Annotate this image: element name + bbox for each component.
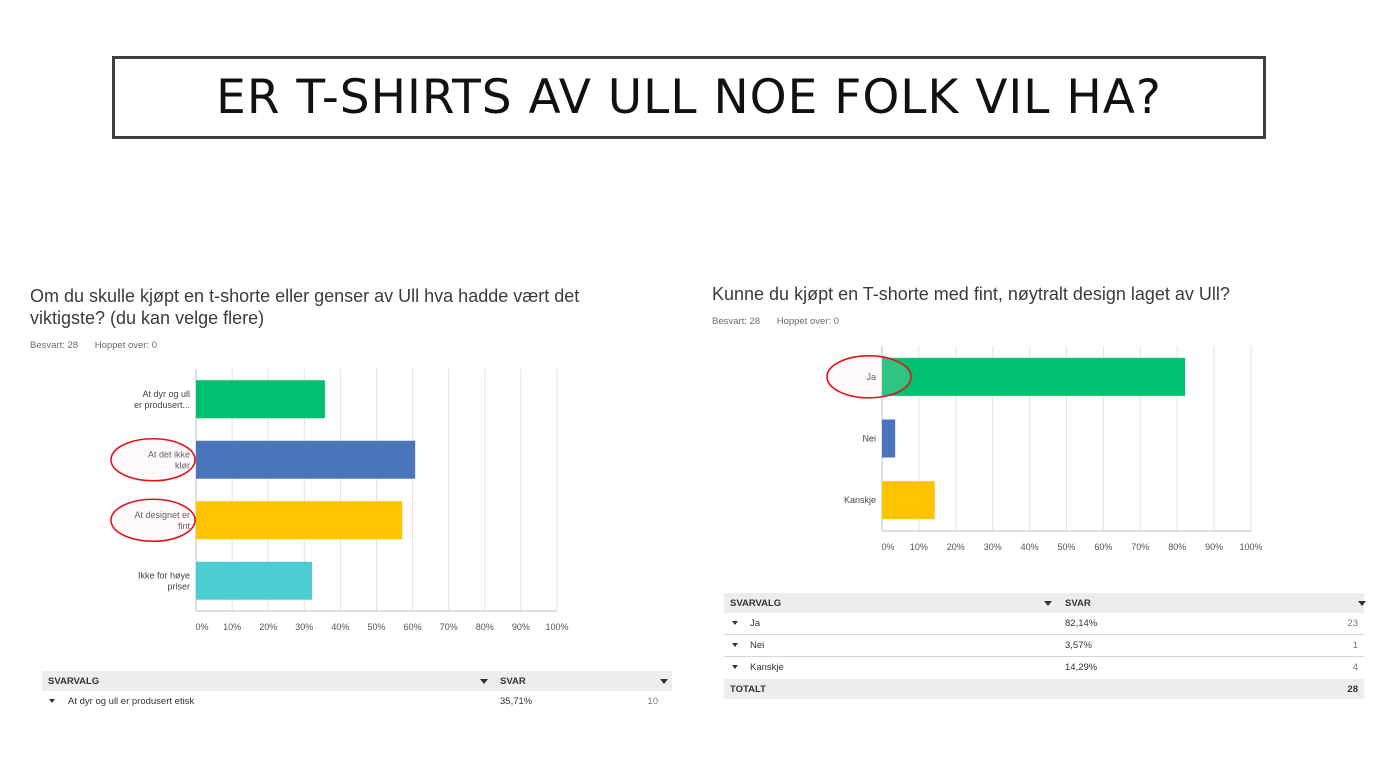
slide-title: ER T-SHIRTS AV ULL NOE FOLK VIL HA? xyxy=(216,70,1162,125)
row-count: 10 xyxy=(647,696,658,707)
right-col2-sort-icon[interactable] xyxy=(1358,601,1366,606)
table-row: Ja 82,14% 23 xyxy=(724,613,1364,635)
bar[interactable] xyxy=(196,501,403,540)
left-col2-sort-icon[interactable] xyxy=(660,679,668,684)
total-label: TOTALT xyxy=(730,684,766,695)
left-question-title: Om du skulle kjøpt en t-shorte eller gen… xyxy=(30,286,580,328)
total-value: 28 xyxy=(1347,684,1358,695)
bar[interactable] xyxy=(882,419,896,458)
row-pct: 3,57% xyxy=(1065,640,1092,651)
right-col-svarvalg[interactable]: SVARVALG xyxy=(730,598,782,609)
table-row: Kanskje 14,29% 4 xyxy=(724,657,1364,678)
highlight-ring xyxy=(110,498,196,543)
bar[interactable] xyxy=(196,380,325,419)
bar[interactable] xyxy=(882,481,935,520)
left-table-header: SVARVALG SVAR xyxy=(42,671,672,691)
row-count: 23 xyxy=(1347,618,1358,629)
table-row: At dyr og ull er produsert etisk 35,71% … xyxy=(42,691,672,712)
tick-label: 0% xyxy=(881,542,894,552)
tick-label: 70% xyxy=(440,622,458,632)
highlight-ring xyxy=(826,355,912,399)
left-col1-sort-icon[interactable] xyxy=(480,679,488,684)
right-table-header: SVARVALG SVAR xyxy=(724,593,1366,613)
left-col-svarvalg[interactable]: SVARVALG xyxy=(48,676,100,687)
tick-label: 30% xyxy=(295,622,313,632)
row-label: Nei xyxy=(750,640,765,651)
row-label: At dyr og ull er produsert etisk xyxy=(68,696,195,707)
row-pct: 35,71% xyxy=(500,696,533,707)
tick-label: 30% xyxy=(984,542,1002,552)
left-skipped: Hoppet over: 0 xyxy=(94,340,158,351)
tick-label: 100% xyxy=(1239,542,1262,552)
category-label: Kanskje xyxy=(844,495,876,505)
row-pct: 82,14% xyxy=(1065,618,1098,629)
table-total-row: TOTALT 28 xyxy=(724,679,1364,699)
tick-label: 80% xyxy=(1168,542,1186,552)
tick-label: 50% xyxy=(367,622,385,632)
tick-label: 10% xyxy=(910,542,928,552)
category-label: priser xyxy=(167,581,190,591)
tick-label: 20% xyxy=(947,542,965,552)
category-label: At det ikke xyxy=(148,449,190,459)
category-label: Ikke for høye xyxy=(138,570,190,580)
left-col-svar[interactable]: SVAR xyxy=(500,676,526,687)
tick-label: 70% xyxy=(1131,542,1149,552)
bar[interactable] xyxy=(196,561,313,600)
row-label: Ja xyxy=(750,618,761,629)
right-answered: Besvart: 28 xyxy=(712,316,761,327)
expand-icon[interactable] xyxy=(49,699,55,703)
bar[interactable] xyxy=(882,357,1186,396)
category-label: Ja xyxy=(866,372,876,382)
row-pct: 14,29% xyxy=(1065,662,1098,673)
tick-label: 90% xyxy=(512,622,530,632)
expand-icon[interactable] xyxy=(732,643,738,647)
expand-icon[interactable] xyxy=(732,665,738,669)
tick-label: 0% xyxy=(195,622,208,632)
bar[interactable] xyxy=(196,440,416,479)
right-meta: Besvart: 28 Hoppet over: 0 xyxy=(712,316,853,327)
row-label: Kanskje xyxy=(750,662,784,673)
right-skipped: Hoppet over: 0 xyxy=(776,316,840,327)
tick-label: 50% xyxy=(1057,542,1075,552)
category-label: At dyr og ull xyxy=(142,389,190,399)
tick-label: 60% xyxy=(404,622,422,632)
tick-label: 60% xyxy=(1094,542,1112,552)
tick-label: 40% xyxy=(331,622,349,632)
tick-label: 90% xyxy=(1205,542,1223,552)
right-col1-sort-icon[interactable] xyxy=(1044,601,1052,606)
category-label: klør xyxy=(175,460,190,470)
right-col-svar[interactable]: SVAR xyxy=(1065,598,1091,609)
table-row: Nei 3,57% 1 xyxy=(724,635,1364,657)
row-count: 1 xyxy=(1352,640,1358,651)
tick-label: 10% xyxy=(223,622,241,632)
category-label: er produsert... xyxy=(134,400,190,410)
tick-label: 20% xyxy=(259,622,277,632)
tick-label: 100% xyxy=(545,622,568,632)
category-label: At designet er xyxy=(134,510,190,520)
tick-label: 40% xyxy=(1021,542,1039,552)
expand-icon[interactable] xyxy=(732,621,738,625)
tick-label: 80% xyxy=(476,622,494,632)
category-label: Nei xyxy=(862,434,876,444)
left-answered: Besvart: 28 xyxy=(30,340,79,351)
category-label: fint xyxy=(178,521,191,531)
slide-title-box: ER T-SHIRTS AV ULL NOE FOLK VIL HA? xyxy=(112,56,1266,139)
left-meta: Besvart: 28 Hoppet over: 0 xyxy=(30,340,171,351)
right-question-title: Kunne du kjøpt en T-shorte med fint, nøy… xyxy=(712,284,1230,304)
highlight-ring xyxy=(110,437,196,482)
row-count: 4 xyxy=(1352,662,1358,673)
